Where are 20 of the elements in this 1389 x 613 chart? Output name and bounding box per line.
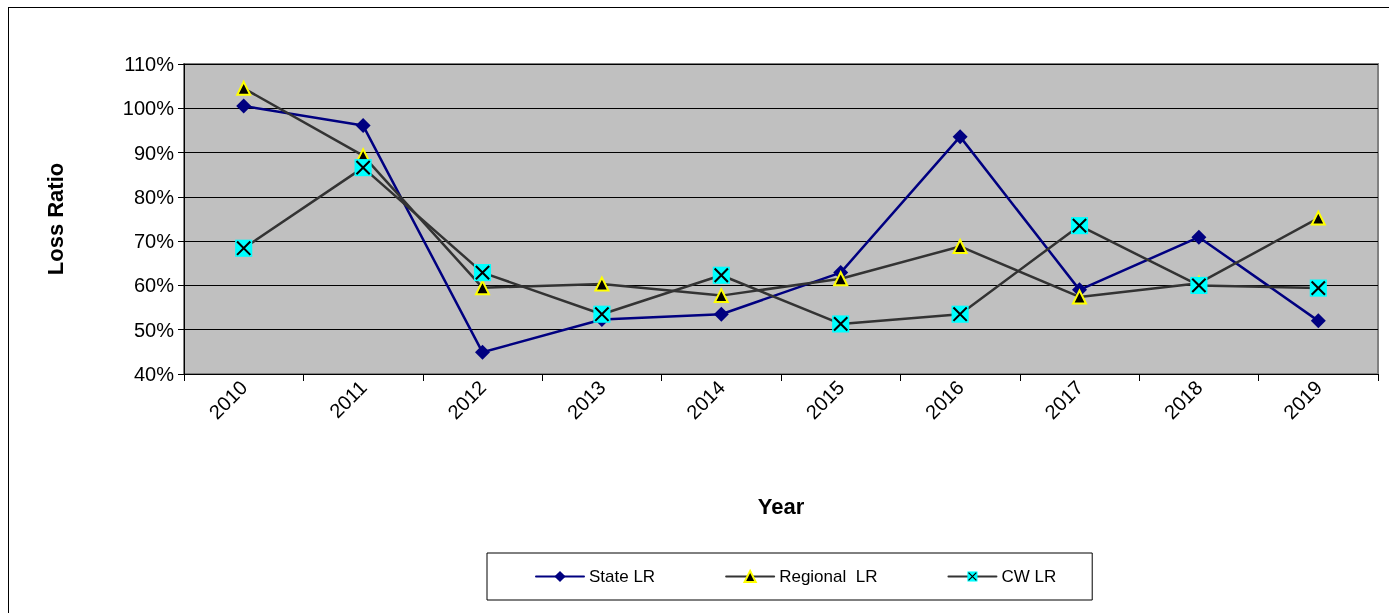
legend-label: State LR bbox=[589, 567, 656, 586]
x-axis-title: Year bbox=[757, 493, 805, 519]
point bbox=[1191, 229, 1207, 245]
point bbox=[236, 98, 252, 114]
y-axis-title: Loss Ratio bbox=[42, 162, 68, 276]
legend-label: Regional LR bbox=[779, 567, 878, 586]
y-tick-label: 50% bbox=[133, 318, 175, 341]
y-tick-label: 90% bbox=[133, 141, 175, 164]
y-tick-label: 80% bbox=[133, 185, 175, 208]
point bbox=[475, 344, 490, 360]
y-tick-label: 70% bbox=[133, 230, 175, 253]
point bbox=[952, 129, 968, 145]
y-tick-label: 40% bbox=[133, 363, 175, 385]
legend-label: CW LR bbox=[1001, 567, 1057, 586]
point bbox=[1310, 313, 1326, 329]
y-tick-label: 60% bbox=[133, 274, 175, 297]
y-tick-label: 100% bbox=[122, 97, 175, 120]
point bbox=[713, 306, 729, 322]
point bbox=[355, 118, 371, 134]
y-tick-label: 110% bbox=[124, 53, 175, 75]
